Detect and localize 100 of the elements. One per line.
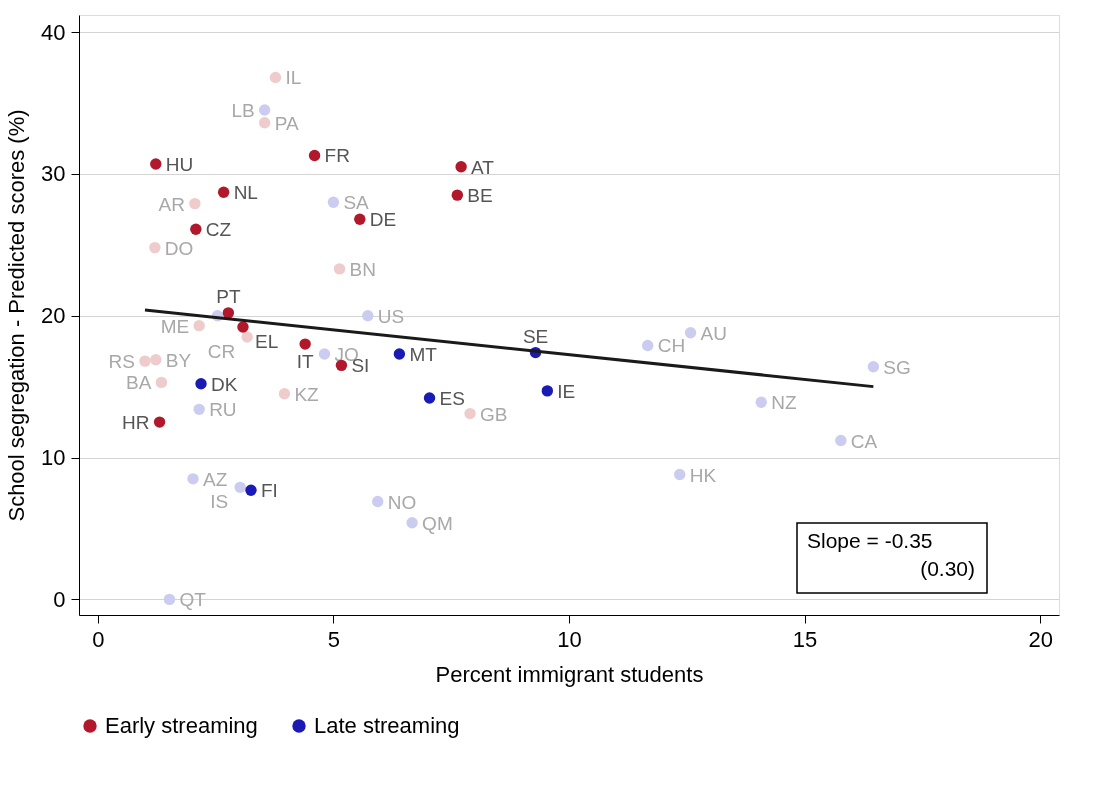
data-label: IE bbox=[557, 380, 576, 402]
point bbox=[641, 339, 654, 352]
point bbox=[193, 319, 205, 332]
data-label: ME bbox=[160, 315, 190, 337]
data-label: GB bbox=[480, 403, 508, 425]
x-tick-label: 0 bbox=[92, 626, 105, 652]
data-label: BA bbox=[126, 372, 152, 394]
data-label: BN bbox=[349, 258, 376, 280]
data-label: CH bbox=[657, 335, 686, 357]
data-label: HU bbox=[165, 153, 194, 175]
point bbox=[684, 327, 697, 339]
point bbox=[155, 376, 168, 389]
point bbox=[674, 468, 686, 481]
x-tick-label: 10 bbox=[557, 626, 582, 652]
data-label: NO bbox=[387, 491, 417, 513]
data-label: NZ bbox=[771, 392, 797, 414]
point bbox=[217, 186, 230, 198]
data-label: HK bbox=[689, 464, 717, 486]
point bbox=[464, 407, 476, 420]
point bbox=[241, 331, 253, 343]
data-label: RS bbox=[108, 351, 135, 373]
point bbox=[190, 223, 202, 235]
point bbox=[258, 104, 271, 116]
data-label: HR bbox=[122, 412, 150, 434]
data-label: DO bbox=[164, 237, 194, 259]
point bbox=[362, 310, 374, 322]
y-axis-title: School segregation - Predicted scores (%) bbox=[4, 109, 30, 522]
point bbox=[541, 385, 554, 397]
point bbox=[451, 189, 464, 201]
data-label: FR bbox=[324, 145, 350, 167]
point bbox=[354, 213, 366, 225]
data-label: CA bbox=[850, 430, 878, 452]
point bbox=[258, 117, 271, 129]
data-label: IS bbox=[210, 491, 229, 513]
point bbox=[269, 71, 282, 84]
data-label: KZ bbox=[294, 383, 320, 405]
data-label: BY bbox=[165, 349, 192, 371]
data-label: LB bbox=[231, 100, 255, 122]
point bbox=[393, 348, 406, 360]
point bbox=[149, 241, 161, 254]
data-label: QM bbox=[422, 512, 453, 534]
point bbox=[835, 434, 847, 447]
point bbox=[455, 161, 467, 173]
point bbox=[372, 495, 384, 508]
x-axis-title: Percent immigrant students bbox=[435, 661, 704, 687]
data-label: NL bbox=[233, 182, 258, 204]
annotation: (0.30) bbox=[920, 557, 975, 580]
data-label: RU bbox=[209, 399, 237, 421]
point bbox=[187, 473, 199, 485]
point bbox=[278, 388, 291, 400]
point bbox=[237, 321, 249, 333]
point bbox=[406, 517, 418, 529]
data-label: BE bbox=[467, 185, 493, 207]
data-label: AR bbox=[158, 193, 185, 215]
data-label: CZ bbox=[205, 219, 232, 241]
data-label: QT bbox=[179, 589, 207, 611]
data-label: DE bbox=[369, 209, 397, 231]
point bbox=[867, 361, 880, 373]
point bbox=[150, 353, 162, 366]
data-label: ES bbox=[439, 387, 465, 409]
y-tick-label: 30 bbox=[41, 161, 66, 187]
data-label: CR bbox=[207, 340, 236, 362]
point bbox=[299, 338, 311, 350]
data-label: PA bbox=[274, 112, 299, 134]
data-label: AZ bbox=[203, 468, 228, 490]
data-label: EL bbox=[254, 331, 279, 353]
data-label: SA bbox=[343, 192, 370, 214]
point bbox=[234, 481, 246, 494]
legend-label: Early streaming bbox=[105, 713, 258, 738]
data-label: IL bbox=[285, 67, 302, 89]
point bbox=[153, 416, 166, 428]
data-label: PT bbox=[216, 285, 241, 307]
point bbox=[755, 396, 767, 408]
data-label: FI bbox=[260, 480, 278, 502]
point bbox=[193, 403, 205, 416]
data-label: DK bbox=[211, 373, 238, 395]
point bbox=[189, 197, 201, 210]
point bbox=[150, 158, 162, 170]
legend-label: Late streaming bbox=[314, 713, 460, 738]
annotation: Slope = -0.35 bbox=[807, 529, 933, 552]
data-label: MT bbox=[409, 344, 438, 366]
y-tick-label: 10 bbox=[41, 445, 66, 471]
point bbox=[222, 307, 235, 319]
data-label: SE bbox=[522, 325, 549, 347]
x-tick-label: 5 bbox=[327, 626, 341, 652]
y-tick-label: 40 bbox=[41, 19, 66, 45]
data-label: AT bbox=[471, 156, 495, 178]
point bbox=[139, 355, 151, 367]
point bbox=[245, 484, 257, 496]
data-label: AU bbox=[700, 322, 727, 344]
point bbox=[333, 263, 346, 275]
data-label: US bbox=[377, 305, 405, 327]
data-label: SG bbox=[883, 356, 911, 378]
x-tick-label: 15 bbox=[792, 626, 818, 652]
point bbox=[195, 378, 207, 390]
y-tick-label: 20 bbox=[41, 303, 66, 329]
x-tick-label: 20 bbox=[1028, 626, 1053, 652]
point bbox=[318, 348, 331, 360]
y-tick-label: 0 bbox=[53, 586, 66, 612]
data-label: IT bbox=[296, 351, 314, 373]
